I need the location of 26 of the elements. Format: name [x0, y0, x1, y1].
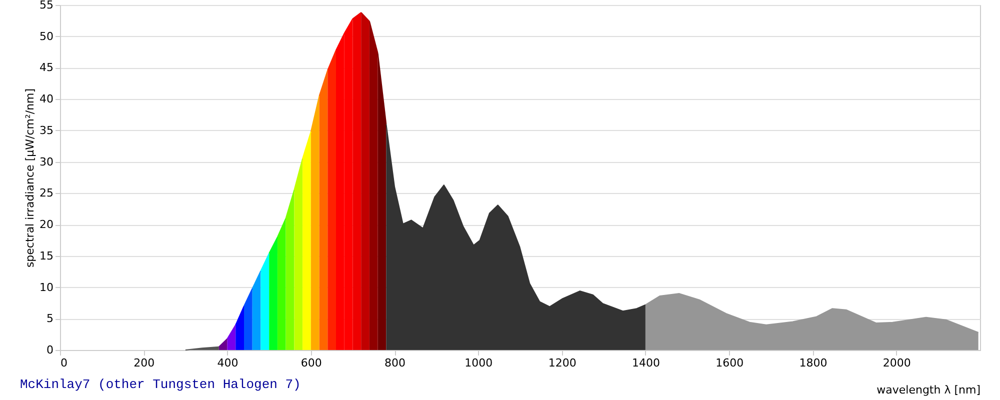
x-tick-label: 1200 — [548, 356, 576, 370]
x-tick-label: 2000 — [882, 356, 911, 370]
y-tick-label: 50 — [40, 30, 54, 43]
x-tick-label: 1400 — [632, 356, 660, 370]
y-tick-label: 20 — [40, 218, 54, 232]
y-tick-label: 25 — [40, 186, 54, 200]
x-tick-label: 400 — [217, 356, 238, 370]
x-tick-label: 800 — [384, 356, 406, 370]
text: McKinlay7 (other Tungsten Halogen 7) — [20, 377, 301, 392]
y-axis-title: spectral irradiance [µW/cm²/nm] — [24, 88, 37, 268]
y-tick-label: 15 — [40, 249, 54, 262]
x-tick-label: 1800 — [799, 356, 828, 370]
y-tick-label: 40 — [40, 92, 54, 106]
x-tick-label: 0 — [60, 356, 68, 370]
y-tick-label: 30 — [40, 155, 54, 168]
y-tick-label: 10 — [40, 280, 54, 294]
y-tick-label: 45 — [40, 61, 54, 74]
y-tick-label: 0 — [46, 344, 54, 356]
x-tick-label: 1600 — [716, 356, 744, 370]
y-tick-label: 5 — [46, 312, 54, 326]
y-tick-label: 35 — [40, 124, 54, 137]
x-tick-label: 200 — [134, 356, 155, 370]
y-tick-label: 55 — [40, 0, 54, 12]
x-tick-label: 600 — [300, 356, 322, 370]
x-axis-title: wavelength λ [nm] — [876, 384, 980, 396]
x-tick-label: 1000 — [464, 356, 493, 370]
